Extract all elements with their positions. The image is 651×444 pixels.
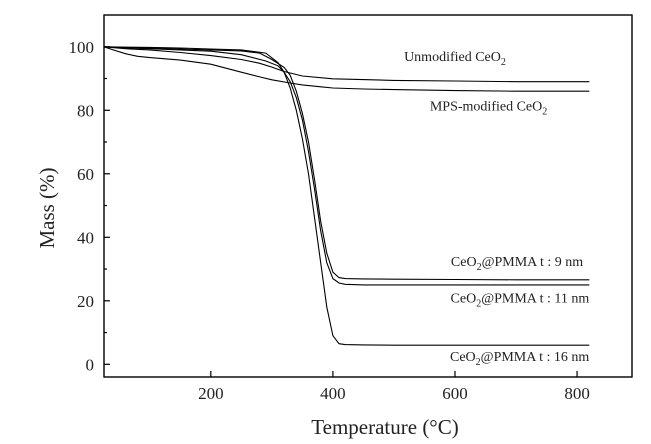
series-line-2 (103, 46, 590, 92)
annotation-1: Unmodified CeO2 (404, 50, 506, 68)
y-tick-label: 40 (77, 228, 94, 247)
series-line-5 (103, 46, 590, 346)
x-tick-label: 800 (564, 384, 590, 403)
x-tick-label: 600 (442, 384, 468, 403)
x-tick-label: 200 (198, 384, 224, 403)
x-tick-label: 400 (320, 384, 346, 403)
annotation-5: CeO2@PMMA t : 16 nm (450, 350, 589, 368)
series-line-3 (103, 46, 590, 281)
y-axis-title: Mass (%) (35, 167, 59, 248)
series-line-4 (103, 46, 590, 286)
y-tick-label: 100 (69, 38, 95, 57)
plot-frame (103, 14, 633, 378)
x-axis-title: Temperature (°C) (311, 415, 458, 439)
annotation-2: MPS-modified CeO2 (430, 99, 547, 117)
series-line-1 (103, 46, 590, 83)
y-tick-label: 80 (77, 101, 94, 120)
annotation-4: CeO2@PMMA t : 11 nm (451, 291, 590, 309)
y-tick-label: 0 (86, 355, 95, 374)
y-tick-label: 20 (77, 292, 94, 311)
annotation-3: CeO2@PMMA t : 9 nm (451, 255, 583, 273)
y-tick-label: 60 (77, 165, 94, 184)
plot-area: 200 400 600 800 0 20 40 60 80 100 Unmodified CeO2 M… (69, 14, 633, 403)
